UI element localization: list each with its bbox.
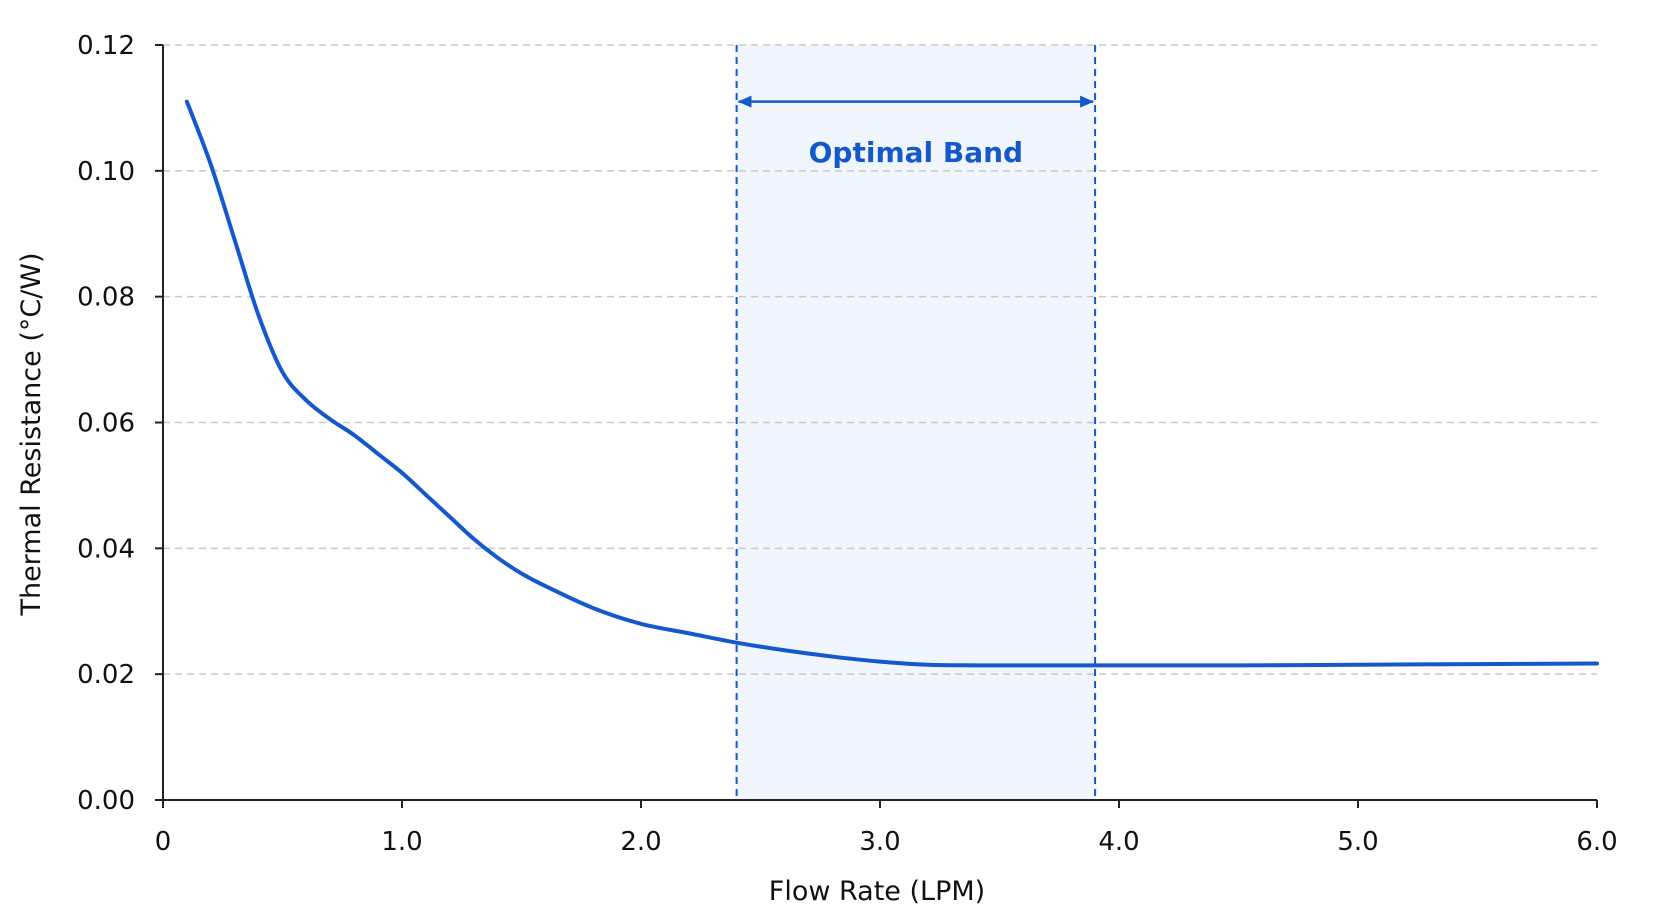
annotation-layer: Optimal Band	[735, 45, 1097, 800]
y-tick-label-0: 0.00	[77, 786, 135, 816]
x-tick-label-0: 0	[155, 827, 172, 857]
optimal-band-label: Optimal Band	[809, 136, 1023, 169]
y-tick-label-1: 0.02	[77, 660, 135, 690]
y-axis-label: Thermal Resistance (°C/W)	[16, 252, 47, 616]
y-tick-label-4: 0.08	[77, 283, 135, 313]
y-tick-label-5: 0.10	[77, 157, 135, 187]
x-tick-label-1: 1.0	[381, 827, 422, 857]
y-tick-label-6: 0.12	[77, 31, 135, 61]
x-tick-label-3: 3.0	[859, 827, 900, 857]
y-tick-label-2: 0.04	[77, 534, 135, 564]
x-tick-label-2: 2.0	[620, 827, 661, 857]
series-layer	[184, 99, 1599, 668]
x-tick-label-6: 6.0	[1576, 827, 1617, 857]
optimal-band-layer	[736, 45, 1096, 800]
gridlines	[163, 44, 1597, 675]
y-tick-label-3: 0.06	[77, 409, 135, 439]
axes: 0.00 0.02 0.04 0.06 0.08 0.10 0.12 0 1.0 2.0 3.0 4.…	[77, 31, 1618, 857]
x-axis-label: Flow Rate (LPM)	[769, 876, 985, 907]
optimal-band-fill	[736, 45, 1096, 800]
series-line-0	[184, 99, 1599, 668]
x-tick-label-5: 5.0	[1337, 827, 1378, 857]
x-tick-label-4: 4.0	[1098, 827, 1139, 857]
